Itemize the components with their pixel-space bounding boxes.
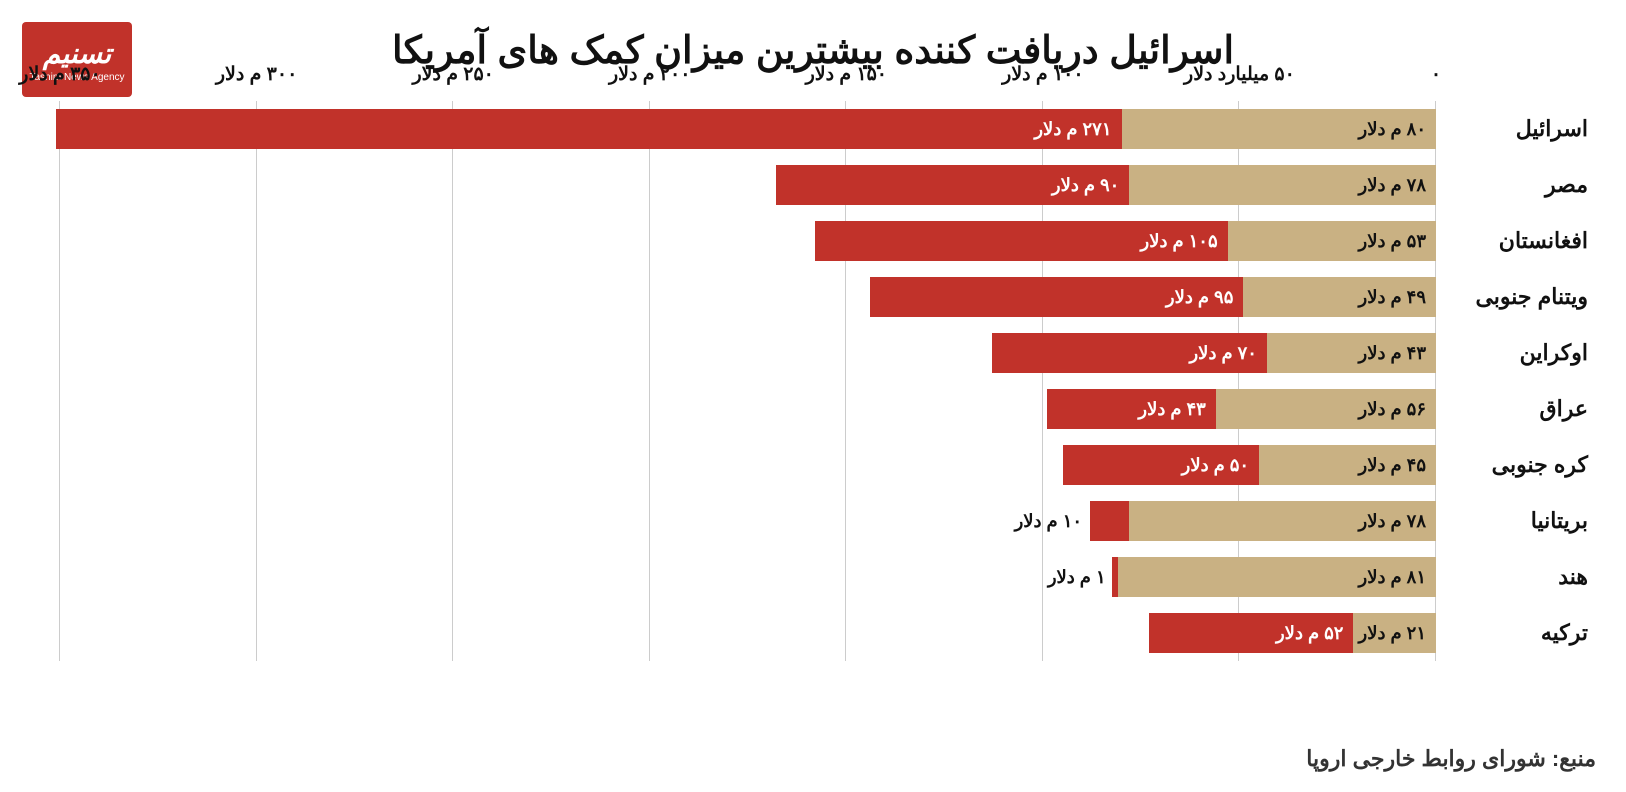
bar-segment-a: ۴۳ م دلار xyxy=(1267,333,1436,372)
bar-segment-b: ۱۰۵ م دلار xyxy=(815,221,1228,260)
bar-row: ۴۹ م دلار۹۵ م دلار xyxy=(60,269,1436,325)
bar-row: ۴۵ م دلار۵۰ م دلار xyxy=(60,437,1436,493)
y-label: عراق xyxy=(1446,381,1596,437)
bar-segment-a: ۵۳ م دلار xyxy=(1228,221,1436,260)
x-tick: ۱۰۰ م دلار xyxy=(1002,63,1083,86)
bar-row: ۱۰ م دلار ۷۸ م دلار xyxy=(60,493,1436,549)
x-tick: ۵۰ میلیارد دلار xyxy=(1184,63,1295,86)
bar-segment-b: ۴۳ م دلار xyxy=(1047,389,1216,428)
bar-row: ۷۸ م دلار۹۰ م دلار xyxy=(60,157,1436,213)
bar-segment-a: ۴۹ م دلار xyxy=(1243,277,1436,316)
bar-segment-b: ۹۵ م دلار xyxy=(870,277,1243,316)
bar-row: ۵۳ م دلار۱۰۵ م دلار xyxy=(60,213,1436,269)
x-axis: ۰۵۰ میلیارد دلار۱۰۰ م دلار۱۵۰ م دلار۲۰۰ … xyxy=(60,63,1436,93)
bar-segment-a: ۷۸ م دلار xyxy=(1129,501,1436,540)
source-text: منبع: شورای روابط خارجی اروپا xyxy=(1306,746,1596,772)
chart-container: تسنیم Tasnim News Agency اسرائیل دریافت … xyxy=(0,0,1626,792)
bar-row: ۸۰ م دلار۲۷۱ م دلار xyxy=(60,101,1436,157)
bar-segment-a: ۷۸ م دلار xyxy=(1129,165,1436,204)
y-label: بریتانیا xyxy=(1446,493,1596,549)
x-tick: ۳۰۰ م دلار xyxy=(216,63,297,86)
x-tick: ۰ xyxy=(1431,63,1441,86)
bar-row: ۴۳ م دلار۷۰ م دلار xyxy=(60,325,1436,381)
bar-segment-a: ۸۱ م دلار xyxy=(1118,557,1436,596)
bar-segment-b: ۹۰ م دلار xyxy=(776,165,1130,204)
chart-area: ۰۵۰ میلیارد دلار۱۰۰ م دلار۱۵۰ م دلار۲۰۰ … xyxy=(30,101,1596,701)
bar-segment-a: ۸۰ م دلار xyxy=(1122,109,1437,148)
bar-row: ۱ م دلار۸۱ م دلار xyxy=(60,549,1436,605)
x-tick: ۱۵۰ م دلار xyxy=(806,63,887,86)
y-label: مصر xyxy=(1446,157,1596,213)
bar-row: ۵۶ م دلار۴۳ م دلار xyxy=(60,381,1436,437)
bar-segment-b: ۷۰ م دلار xyxy=(992,333,1267,372)
y-label: ویتنام جنوبی xyxy=(1446,269,1596,325)
y-label: هند xyxy=(1446,549,1596,605)
bars: ۸۰ م دلار۲۷۱ م دلار۷۸ م دلار۹۰ م دلار۵۳ … xyxy=(60,101,1436,661)
bar-segment-a: ۴۵ م دلار xyxy=(1259,445,1436,484)
y-label: افغانستان xyxy=(1446,213,1596,269)
bar-segment-b xyxy=(1090,501,1129,540)
y-label: اسرائیل xyxy=(1446,101,1596,157)
plot-area: ۰۵۰ میلیارد دلار۱۰۰ م دلار۱۵۰ م دلار۲۰۰ … xyxy=(60,101,1436,661)
y-label: ترکیه xyxy=(1446,605,1596,661)
y-label: اوکراین xyxy=(1446,325,1596,381)
bar-segment-b: ۵۲ م دلار xyxy=(1149,613,1353,652)
x-tick: ۲۵۰ م دلار xyxy=(412,63,493,86)
bar-segment-b xyxy=(1112,557,1118,596)
y-axis-labels: اسرائیلمصرافغانستانویتنام جنوبیاوکراینعر… xyxy=(1446,101,1596,661)
bar-segment-a: ۲۱ م دلار xyxy=(1353,613,1436,652)
x-tick: ۳۵۰ م دلار xyxy=(19,63,100,86)
bar-segment-b: ۵۰ م دلار xyxy=(1063,445,1260,484)
bar-b-outside-label: ۱ م دلار xyxy=(1048,557,1114,596)
y-label: کره جنوبی xyxy=(1446,437,1596,493)
x-tick: ۲۰۰ م دلار xyxy=(609,63,690,86)
bar-row: ۲۱ م دلار۵۲ م دلار xyxy=(60,605,1436,661)
bar-b-outside-label: ۱۰ م دلار xyxy=(1015,501,1090,540)
bar-segment-b: ۲۷۱ م دلار xyxy=(56,109,1121,148)
bar-segment-a: ۵۶ م دلار xyxy=(1216,389,1436,428)
